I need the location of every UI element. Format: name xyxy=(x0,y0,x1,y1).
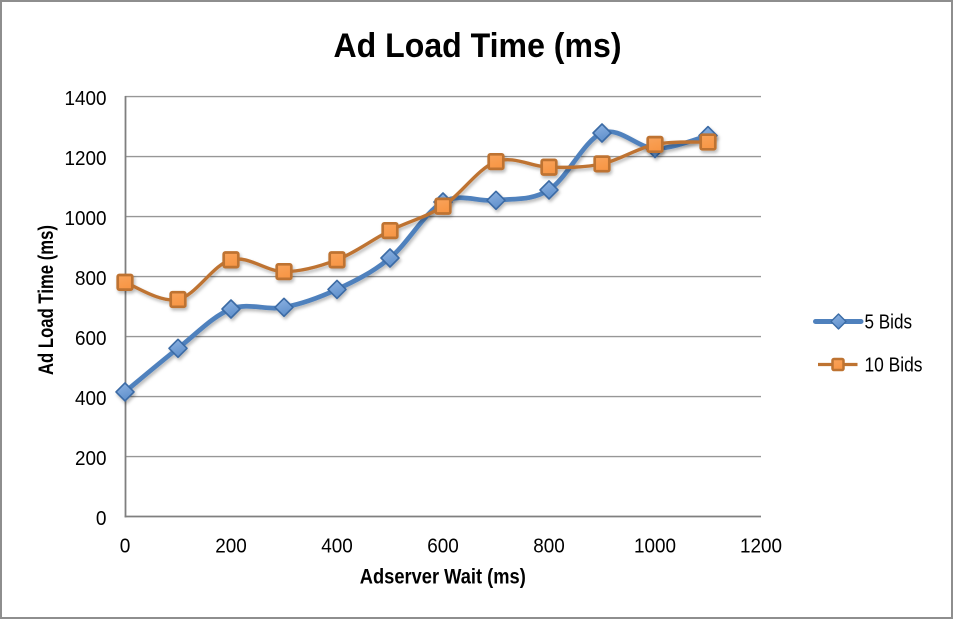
svg-text:1000: 1000 xyxy=(65,208,107,230)
svg-text:600: 600 xyxy=(75,328,107,350)
svg-text:1200: 1200 xyxy=(65,148,107,170)
svg-text:1200: 1200 xyxy=(740,536,782,558)
svg-text:800: 800 xyxy=(75,268,107,290)
svg-text:800: 800 xyxy=(533,536,565,558)
svg-text:200: 200 xyxy=(75,448,107,470)
svg-text:1000: 1000 xyxy=(634,536,676,558)
svg-text:Ad Load Time (ms): Ad Load Time (ms) xyxy=(334,27,622,65)
svg-text:0: 0 xyxy=(120,536,131,558)
svg-text:400: 400 xyxy=(321,536,353,558)
svg-text:200: 200 xyxy=(215,536,247,558)
svg-text:0: 0 xyxy=(96,508,107,530)
svg-text:5 Bids: 5 Bids xyxy=(865,312,913,334)
svg-text:400: 400 xyxy=(75,388,107,410)
svg-text:10 Bids: 10 Bids xyxy=(865,355,923,377)
svg-text:1400: 1400 xyxy=(65,88,107,110)
svg-text:Ad Load Time (ms): Ad Load Time (ms) xyxy=(35,225,58,375)
svg-text:Adserver Wait (ms): Adserver Wait (ms) xyxy=(360,566,526,589)
svg-text:600: 600 xyxy=(427,536,459,558)
